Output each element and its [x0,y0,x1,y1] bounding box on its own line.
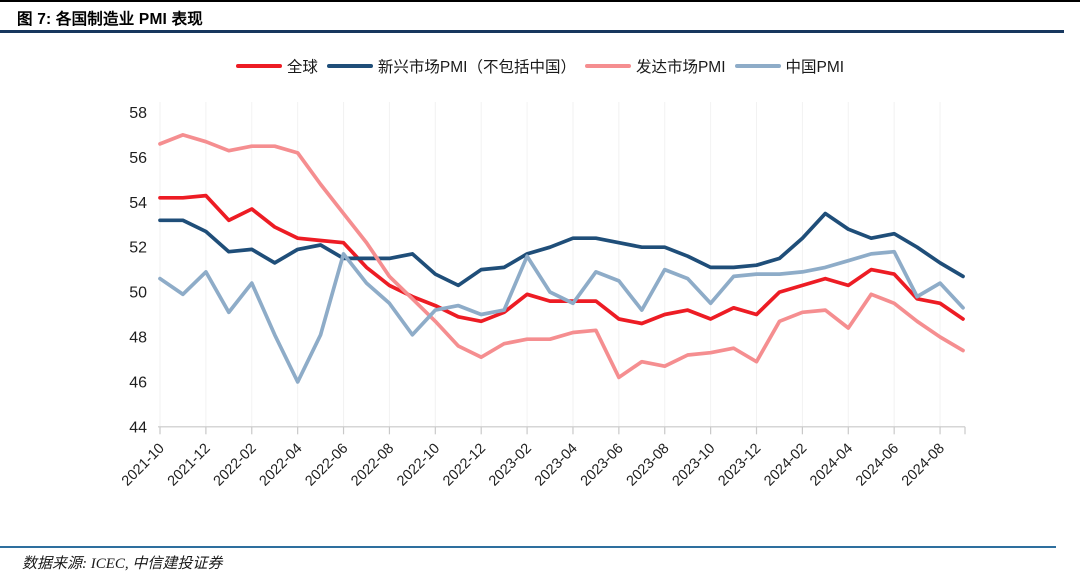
legend-item-developed: 发达市场PMI [584,55,726,77]
x-axis-label: 2021-12 [165,441,214,490]
series-line-developed [158,133,965,380]
x-axis-label: 2022-10 [394,441,443,490]
y-axis-label: 54 [129,195,147,212]
x-axis-label: 2022-12 [440,441,489,490]
x-axis-label: 2024-02 [761,441,810,490]
figure-title: 图 7: 各国制造业 PMI 表现 [17,11,203,28]
page-top-rule [0,0,1080,2]
legend-label-china: 中国PMI [785,59,845,76]
y-axis-label: 52 [129,240,147,257]
x-axis-label: 2024-08 [899,441,948,490]
legend-swatch-global [235,64,282,68]
y-axis-label: 56 [129,150,147,167]
x-axis-label: 2022-04 [257,441,306,490]
data-source-note: 数据来源: ICEC, 中信建投证券 [22,556,223,572]
x-axis-label: 2023-02 [486,441,535,490]
legend-swatch-china [734,64,781,68]
series-line-china [158,249,965,384]
legend-label-global: 全球 [286,59,318,76]
y-axis-label: 44 [129,419,147,436]
x-axis-label: 2022-06 [302,441,351,490]
x-axis-label: 2024-06 [853,441,902,490]
x-axis-label: 2023-12 [715,441,764,490]
x-axis-label: 2022-02 [211,441,260,490]
y-axis-label: 48 [129,330,147,347]
chart-legend: 全球 新兴市场PMI（不包括中国） 发达市场PMI 中国PMI [0,55,1080,77]
title-underline-rule [0,30,1064,33]
legend-label-developed: 发达市场PMI [635,59,726,76]
legend-swatch-developed [584,64,631,68]
x-axis-label: 2024-04 [807,441,856,490]
x-axis-label: 2023-06 [578,441,627,490]
x-axis-label: 2021-10 [119,441,168,490]
y-axis-label: 50 [129,285,147,302]
x-axis-label: 2023-10 [670,441,719,490]
series-line-em-ex-china [158,211,965,288]
footer-rule [0,546,1056,548]
legend-item-em-ex-china: 新兴市场PMI（不包括中国） [326,55,576,77]
x-axis-label: 2023-04 [532,441,581,490]
x-axis-label: 2022-08 [348,441,397,490]
x-axis-label: 2023-08 [624,441,673,490]
y-axis-label: 58 [129,105,147,122]
series-line-global [158,193,965,326]
legend-item-global: 全球 [235,55,318,77]
y-axis-label: 46 [129,374,147,391]
legend-label-em-ex-china: 新兴市场PMI（不包括中国） [377,59,576,76]
legend-swatch-em-ex-china [326,64,373,68]
legend-item-china: 中国PMI [734,55,845,77]
